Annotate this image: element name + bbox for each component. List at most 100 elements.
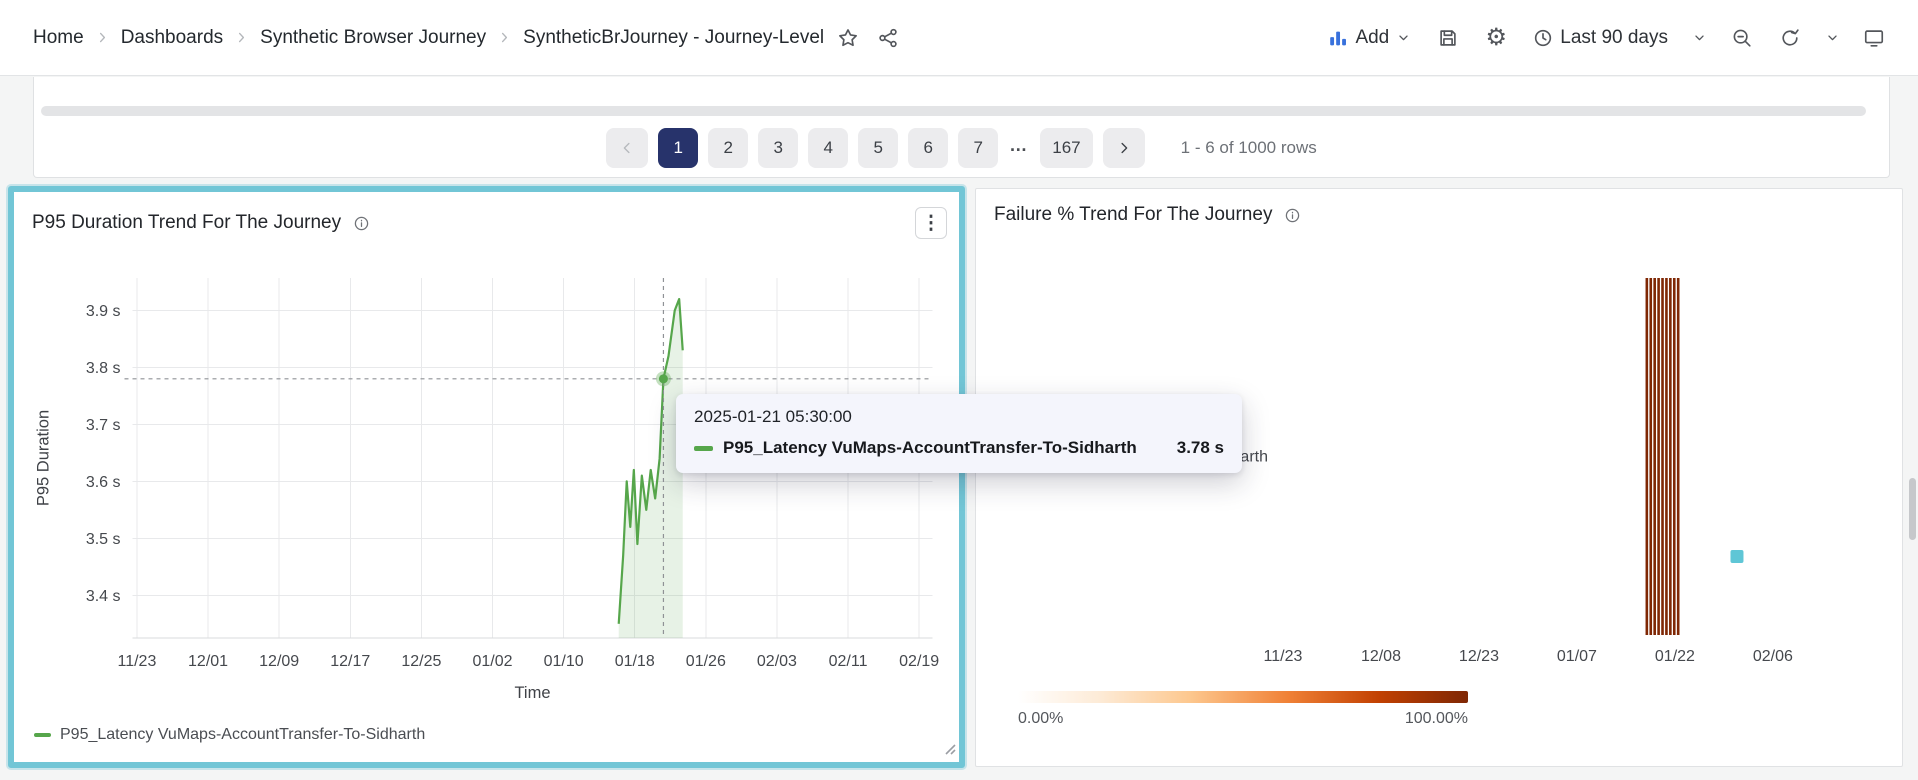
series-color-dash-icon — [694, 445, 713, 451]
kiosk-mode-button[interactable] — [1854, 18, 1894, 58]
legend-item[interactable]: P95_Latency VuMaps-AccountTransfer-To-Si… — [34, 726, 425, 744]
chevron-left-icon — [623, 142, 630, 154]
rows-summary: 1 - 6 of 1000 rows — [1180, 138, 1317, 157]
svg-text:01/10: 01/10 — [544, 653, 584, 670]
breadcrumb-chevron-icon — [497, 30, 512, 45]
add-panel-icon — [1330, 31, 1347, 45]
gear-icon: ⚙ — [1485, 23, 1507, 51]
share-icon — [879, 28, 897, 47]
info-icon — [354, 216, 369, 230]
page-button-4[interactable]: 4 — [808, 128, 849, 168]
panel-info-button[interactable] — [351, 213, 372, 234]
svg-text:01/22: 01/22 — [1655, 648, 1695, 665]
panel-menu-button[interactable]: ⋮ — [915, 207, 947, 239]
vertical-scrollbar[interactable] — [1909, 478, 1916, 540]
page-button-5[interactable]: 5 — [858, 128, 899, 168]
monitor-icon — [1864, 29, 1884, 47]
svg-text:02/19: 02/19 — [899, 653, 939, 670]
breadcrumb: Home Dashboards Synthetic Browser Journey S… — [33, 27, 824, 49]
svg-text:3.8 s: 3.8 s — [86, 360, 121, 377]
next-page-button[interactable] — [1102, 128, 1145, 168]
svg-text:12/08: 12/08 — [1361, 648, 1401, 665]
p95-panel-header: P95 Duration Trend For The Journey ⋮ — [14, 192, 959, 239]
star-icon — [839, 28, 858, 46]
breadcrumb-chevron-icon — [234, 30, 249, 45]
chevron-down-icon — [1399, 35, 1408, 41]
page-button-1[interactable]: 1 — [658, 128, 699, 168]
svg-text:3.5 s: 3.5 s — [86, 531, 121, 548]
svg-text:01/02: 01/02 — [472, 653, 512, 670]
panel-title: P95 Duration Trend For The Journey — [32, 212, 342, 233]
page-button-6[interactable]: 6 — [908, 128, 949, 168]
panel-title: Failure % Trend For The Journey — [994, 204, 1273, 225]
chart-tooltip: 2025-01-21 05:30:00 P95_Latency VuMaps-A… — [676, 394, 1242, 473]
breadcrumb-item-3: SyntheticBrJourney - Journey-Level — [523, 26, 825, 48]
tooltip-series-value: 3.78 s — [1176, 438, 1224, 457]
share-button[interactable] — [868, 18, 908, 58]
time-range-dropdown-button[interactable] — [1684, 18, 1714, 58]
horizontal-scrollbar[interactable] — [41, 106, 1866, 116]
series-color-dash-icon — [34, 733, 51, 737]
chevron-down-icon — [1827, 35, 1837, 41]
svg-text:12/23: 12/23 — [1459, 648, 1499, 665]
svg-text:01/26: 01/26 — [686, 653, 726, 670]
svg-text:01/18: 01/18 — [615, 653, 655, 670]
breadcrumb-item-0[interactable]: Home — [33, 26, 84, 48]
svg-text:3.9 s: 3.9 s — [86, 303, 121, 320]
breadcrumb-chevron-icon — [95, 30, 110, 45]
dashboard-settings-button[interactable]: ⚙ — [1476, 18, 1516, 58]
save-icon — [1440, 29, 1456, 46]
tooltip-series-name: P95_Latency VuMaps-AccountTransfer-To-Si… — [723, 438, 1137, 457]
svg-text:3.7 s: 3.7 s — [86, 417, 121, 434]
panel-resize-handle[interactable] — [943, 742, 956, 760]
page-button-2[interactable]: 2 — [708, 128, 749, 168]
svg-text:01/07: 01/07 — [1557, 648, 1597, 665]
zoom-out-icon — [1733, 29, 1751, 47]
svg-text:Time: Time — [514, 684, 550, 702]
svg-text:12/01: 12/01 — [188, 653, 228, 670]
resize-grip-icon — [945, 744, 956, 755]
svg-text:3.4 s: 3.4 s — [86, 588, 121, 605]
heatmap-colorbar — [1018, 691, 1468, 703]
svg-text:3.6 s: 3.6 s — [86, 474, 121, 491]
time-range-picker[interactable]: Last 90 days — [1524, 21, 1676, 55]
prev-page-button[interactable] — [606, 128, 649, 168]
svg-text:12/09: 12/09 — [259, 653, 299, 670]
info-icon — [1286, 208, 1300, 222]
add-label: Add — [1355, 26, 1390, 48]
svg-text:12/25: 12/25 — [401, 653, 441, 670]
svg-text:12/17: 12/17 — [330, 653, 370, 670]
svg-text:11/23: 11/23 — [1264, 648, 1303, 665]
pagination-ellipsis: … — [1009, 134, 1030, 155]
add-button[interactable]: Add — [1319, 21, 1420, 55]
breadcrumb-item-2[interactable]: Synthetic Browser Journey — [260, 26, 487, 48]
svg-text:02/06: 02/06 — [1753, 648, 1793, 665]
svg-text:11/23: 11/23 — [118, 653, 157, 670]
failure-panel-header: Failure % Trend For The Journey — [976, 189, 1902, 226]
tooltip-timestamp: 2025-01-21 05:30:00 — [694, 407, 852, 426]
legend-label: P95_Latency VuMaps-AccountTransfer-To-Si… — [60, 726, 426, 743]
breadcrumb-item-1[interactable]: Dashboards — [120, 26, 224, 48]
time-range-label: Last 90 days — [1560, 26, 1668, 48]
page-button-3[interactable]: 3 — [758, 128, 799, 168]
refresh-icon — [1782, 28, 1799, 46]
favorite-button[interactable] — [828, 18, 868, 58]
svg-text:P95 Duration: P95 Duration — [35, 410, 53, 506]
p95-line-chart[interactable]: 11/23 12/01 12/09 12/17 12/25 01/02 01/10 01/18… — [14, 240, 959, 710]
refresh-button[interactable] — [1770, 18, 1810, 58]
panel-info-button[interactable] — [1282, 205, 1303, 226]
refresh-interval-dropdown-button[interactable] — [1818, 18, 1846, 58]
chevron-down-icon — [1694, 35, 1704, 41]
page-button-7[interactable]: 7 — [958, 128, 999, 168]
svg-text:02/11: 02/11 — [829, 653, 868, 670]
zoom-out-button[interactable] — [1722, 18, 1762, 58]
clock-icon — [1535, 29, 1552, 46]
tooltip-series-row: P95_Latency VuMaps-AccountTransfer-To-Si… — [694, 438, 1224, 458]
colorbar-min-label: 0.00% — [1018, 710, 1064, 727]
svg-text:02/03: 02/03 — [757, 653, 797, 670]
p95-duration-panel: P95 Duration Trend For The Journey ⋮ 11/… — [8, 186, 965, 768]
save-dashboard-button[interactable] — [1428, 18, 1468, 58]
last-page-button[interactable]: 167 — [1040, 128, 1093, 168]
